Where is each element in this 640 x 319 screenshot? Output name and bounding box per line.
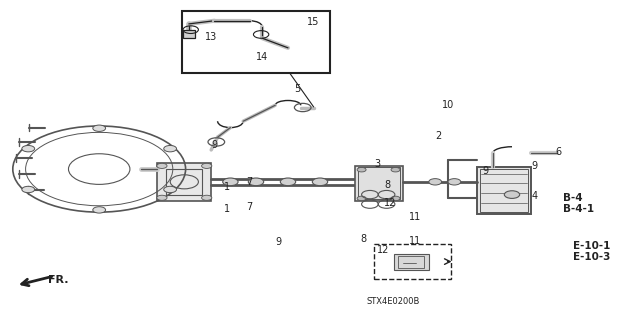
Bar bbox=[183, 30, 195, 38]
Circle shape bbox=[448, 179, 461, 185]
Text: E-10-3: E-10-3 bbox=[573, 252, 610, 262]
Circle shape bbox=[93, 125, 106, 131]
Text: 1: 1 bbox=[224, 182, 230, 192]
Text: 1: 1 bbox=[224, 204, 230, 214]
Text: 14: 14 bbox=[256, 52, 269, 63]
Bar bbox=[358, 167, 400, 199]
FancyBboxPatch shape bbox=[374, 244, 451, 279]
Text: 8: 8 bbox=[384, 180, 390, 190]
Circle shape bbox=[357, 167, 366, 172]
Text: STX4E0200B: STX4E0200B bbox=[367, 297, 420, 306]
Text: B-4: B-4 bbox=[563, 193, 583, 203]
Text: B-4-1: B-4-1 bbox=[563, 204, 595, 214]
Text: 11: 11 bbox=[408, 236, 421, 246]
Text: 6: 6 bbox=[555, 146, 561, 157]
Bar bbox=[477, 167, 531, 214]
Text: 12: 12 bbox=[384, 197, 397, 208]
Text: 5: 5 bbox=[294, 84, 301, 94]
Circle shape bbox=[164, 145, 177, 152]
Circle shape bbox=[202, 163, 212, 168]
Circle shape bbox=[202, 195, 212, 200]
Circle shape bbox=[391, 167, 400, 172]
Circle shape bbox=[164, 186, 177, 193]
Circle shape bbox=[248, 178, 264, 186]
Text: 11: 11 bbox=[408, 212, 421, 222]
Circle shape bbox=[22, 186, 35, 193]
Text: 13: 13 bbox=[205, 32, 218, 42]
Circle shape bbox=[312, 178, 328, 186]
Circle shape bbox=[223, 178, 238, 186]
Text: 10: 10 bbox=[442, 100, 454, 110]
Circle shape bbox=[504, 191, 520, 198]
Text: FR.: FR. bbox=[48, 275, 68, 285]
Text: 4: 4 bbox=[531, 191, 538, 201]
Bar bbox=[157, 163, 211, 201]
Circle shape bbox=[157, 195, 167, 200]
Bar bbox=[182, 11, 330, 73]
Text: 2: 2 bbox=[435, 130, 442, 141]
Text: 8: 8 bbox=[360, 234, 367, 244]
Text: 9: 9 bbox=[211, 140, 218, 150]
Text: 9: 9 bbox=[531, 161, 538, 171]
Bar bbox=[398, 256, 424, 268]
Circle shape bbox=[357, 196, 366, 201]
Bar bbox=[480, 169, 528, 212]
Text: 3: 3 bbox=[374, 159, 381, 169]
Circle shape bbox=[280, 178, 296, 186]
Circle shape bbox=[22, 145, 35, 152]
Text: 15: 15 bbox=[307, 17, 320, 27]
Text: 12: 12 bbox=[376, 245, 389, 256]
Bar bbox=[166, 169, 202, 195]
Circle shape bbox=[93, 207, 106, 213]
Text: 9: 9 bbox=[482, 166, 488, 176]
Circle shape bbox=[429, 179, 442, 185]
Bar bbox=[355, 166, 403, 201]
Text: E-10-1: E-10-1 bbox=[573, 241, 610, 251]
Bar bbox=[394, 254, 429, 270]
Text: 7: 7 bbox=[246, 177, 253, 187]
Text: 7: 7 bbox=[246, 202, 253, 212]
Text: 9: 9 bbox=[275, 237, 282, 248]
Circle shape bbox=[391, 196, 400, 201]
Circle shape bbox=[157, 163, 167, 168]
